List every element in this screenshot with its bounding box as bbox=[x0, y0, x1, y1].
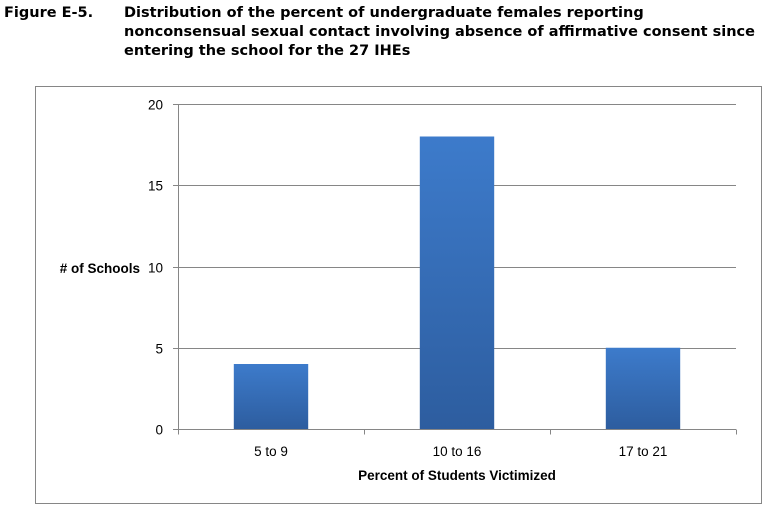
x-axis-title: Percent of Students Victimized bbox=[358, 468, 556, 483]
axes: 0 5 10 15 20 5 to 9 10 to 16 17 to 21 bbox=[148, 98, 737, 459]
y-tick-label: 15 bbox=[148, 179, 163, 194]
y-tick-label: 10 bbox=[148, 261, 163, 276]
y-tick-label: 0 bbox=[155, 423, 163, 438]
chart-frame bbox=[35, 86, 762, 504]
bars bbox=[233, 136, 681, 429]
x-tick-label: 5 to 9 bbox=[254, 444, 288, 459]
figure-label: Figure E-5. bbox=[4, 5, 94, 21]
y-tick-label: 20 bbox=[148, 98, 163, 113]
axis-labels: # of Schools Percent of Students Victimi… bbox=[60, 261, 556, 483]
bar bbox=[605, 347, 681, 429]
x-tick-label: 10 to 16 bbox=[433, 444, 482, 459]
bar bbox=[233, 364, 309, 429]
bar bbox=[419, 136, 495, 429]
y-axis-title: # of Schools bbox=[60, 261, 140, 276]
y-tick-label: 5 bbox=[155, 342, 163, 357]
x-tick-label: 17 to 21 bbox=[619, 444, 668, 459]
figure-title: Distribution of the percent of undergrad… bbox=[124, 5, 755, 59]
